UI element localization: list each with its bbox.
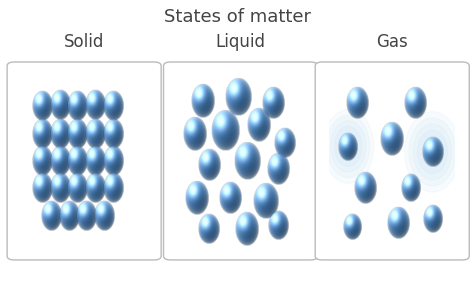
Circle shape xyxy=(331,121,366,172)
FancyBboxPatch shape xyxy=(164,62,318,260)
Text: Liquid: Liquid xyxy=(216,33,265,51)
Circle shape xyxy=(323,110,374,183)
Text: dreamstime.com: dreamstime.com xyxy=(9,272,74,282)
Circle shape xyxy=(409,118,456,186)
FancyBboxPatch shape xyxy=(7,62,161,260)
Circle shape xyxy=(413,124,452,180)
Text: States of matter: States of matter xyxy=(164,8,310,26)
Circle shape xyxy=(418,130,447,173)
Text: Gas: Gas xyxy=(376,33,408,51)
Circle shape xyxy=(335,126,362,166)
Circle shape xyxy=(405,112,460,192)
FancyBboxPatch shape xyxy=(315,62,469,260)
Text: 221988077  © Rafael Abdrakhmanov: 221988077 © Rafael Abdrakhmanov xyxy=(333,274,465,280)
Circle shape xyxy=(327,115,370,178)
Text: Solid: Solid xyxy=(64,33,104,51)
